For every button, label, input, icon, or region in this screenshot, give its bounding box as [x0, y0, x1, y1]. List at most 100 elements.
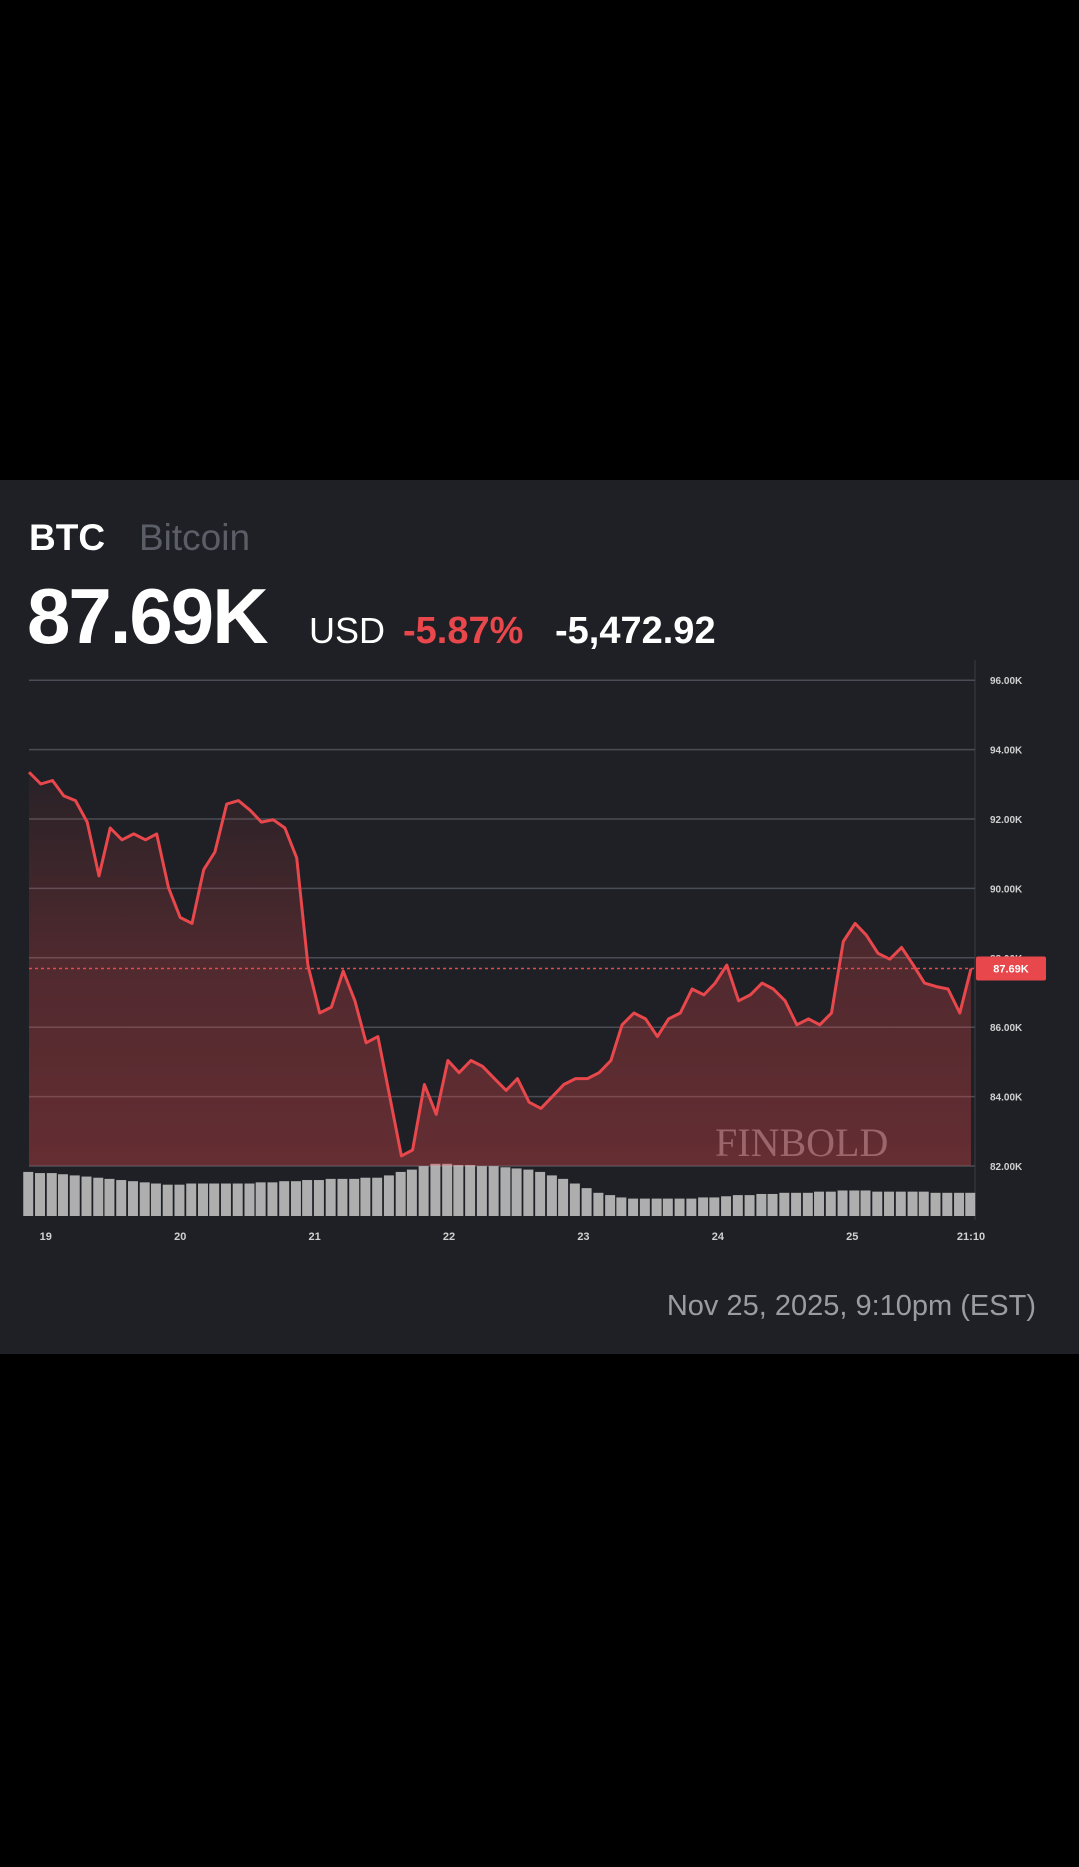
volume-bar [139, 1182, 150, 1216]
volume-bar [430, 1163, 441, 1216]
volume-bar [465, 1164, 476, 1216]
volume-bar [884, 1191, 895, 1216]
volume-bar [930, 1192, 941, 1216]
volume-bar [383, 1175, 394, 1216]
volume-bar [57, 1174, 68, 1216]
x-tick-label: 21:10 [957, 1231, 985, 1243]
volume-bar [779, 1192, 790, 1216]
volume-bar [244, 1183, 255, 1216]
volume-bar [395, 1171, 406, 1216]
timestamp: Nov 25, 2025, 9:10pm (EST) [667, 1290, 1036, 1322]
volume-bar [628, 1198, 639, 1216]
volume-bar [406, 1169, 417, 1216]
volume-bar [476, 1166, 487, 1216]
y-tick-label: 84.00K [990, 1093, 1023, 1104]
volume-bar [837, 1190, 848, 1216]
volume-bar [186, 1183, 197, 1216]
volume-bar [46, 1173, 57, 1216]
price-line [27, 771, 973, 1158]
volume-bar [918, 1191, 929, 1216]
volume-bar [174, 1184, 185, 1216]
volume-bar [686, 1198, 697, 1216]
volume-bar [500, 1167, 511, 1216]
change-abs: -5,472.92 [555, 610, 716, 652]
volume-bar [593, 1192, 604, 1216]
volume-bar [605, 1195, 616, 1216]
volume-bar [453, 1164, 464, 1216]
volume-bar [860, 1190, 871, 1216]
volume-bar [569, 1183, 580, 1216]
volume-bar [104, 1178, 115, 1216]
volume-bar [313, 1180, 324, 1216]
y-tick-label: 90.00K [990, 884, 1023, 895]
change-pct: -5.87% [403, 610, 523, 652]
volume-bar [209, 1183, 220, 1216]
volume-bar [267, 1182, 278, 1216]
volume-bar [279, 1181, 290, 1216]
x-tick-label: 20 [174, 1231, 186, 1243]
volume-bar [907, 1191, 918, 1216]
volume-bar [558, 1178, 569, 1216]
area [29, 772, 971, 1166]
volume-bar [488, 1166, 499, 1216]
volume-bar [232, 1183, 243, 1216]
volume-bar [372, 1177, 383, 1216]
asset-name: Bitcoin [139, 517, 250, 558]
volume-bar [814, 1191, 825, 1216]
volume-bar [698, 1197, 709, 1216]
x-tick-label: 23 [577, 1231, 589, 1243]
price: 87.69K [27, 572, 268, 660]
volume-bar [349, 1178, 360, 1216]
y-tick-label: 94.00K [990, 746, 1023, 757]
volume-bar [116, 1180, 127, 1216]
volume-bar [581, 1188, 592, 1216]
volume-bar [546, 1175, 557, 1216]
volume-bar [511, 1168, 522, 1216]
volume-bar [35, 1173, 46, 1216]
volume-bar [442, 1163, 453, 1216]
volume-bar [325, 1178, 336, 1216]
volume-bar [93, 1177, 104, 1216]
y-tick-label: 82.00K [990, 1162, 1023, 1173]
volume-bar [756, 1193, 767, 1216]
volume-bar [127, 1181, 138, 1216]
volume-bar [337, 1178, 348, 1216]
plot: 82.00K84.00K86.00K88.00K90.00K92.00K94.0… [23, 676, 1046, 1243]
y-tick-label: 86.00K [990, 1023, 1023, 1034]
price-tag-label: 87.69K [993, 964, 1029, 976]
symbol: BTC [29, 517, 105, 558]
volume-bar [965, 1192, 976, 1216]
volume-bar [535, 1171, 546, 1216]
volume-bar [825, 1191, 836, 1216]
price-tag-box [976, 956, 1046, 981]
volume-bar [662, 1198, 673, 1216]
volume-bar [767, 1193, 778, 1216]
volume-bar [942, 1192, 953, 1216]
volume-bar [895, 1191, 906, 1216]
volume-bar [523, 1169, 534, 1216]
volume-bar [69, 1175, 80, 1216]
y-tick-label: 96.00K [990, 676, 1023, 687]
volume-bar [709, 1197, 720, 1216]
y-tick-label: 92.00K [990, 815, 1023, 826]
volume-bar [150, 1183, 161, 1216]
x-tick-label: 24 [712, 1231, 725, 1243]
volume-bar [302, 1180, 313, 1216]
volume-bar [849, 1190, 860, 1216]
volume-bar [791, 1192, 802, 1216]
volume-bar [290, 1181, 301, 1216]
volume-bar [23, 1171, 34, 1216]
volume-bar [616, 1197, 627, 1216]
volume-bar [418, 1166, 429, 1216]
volume-bar [220, 1183, 231, 1216]
volume-bar [651, 1198, 662, 1216]
volume-bar [954, 1192, 965, 1216]
x-tick-label: 19 [40, 1231, 52, 1243]
volume-bar [721, 1196, 732, 1216]
volume-bar [639, 1198, 650, 1216]
x-tick-label: 25 [846, 1231, 858, 1243]
volume-bar [732, 1195, 743, 1216]
volume-bar [81, 1176, 92, 1216]
